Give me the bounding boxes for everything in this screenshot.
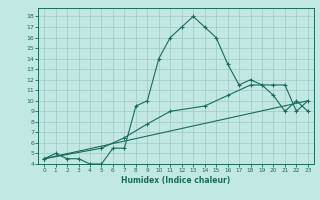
X-axis label: Humidex (Indice chaleur): Humidex (Indice chaleur) [121, 176, 231, 185]
